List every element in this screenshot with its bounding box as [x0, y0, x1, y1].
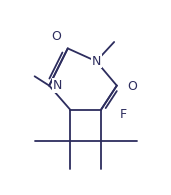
Text: O: O [52, 30, 61, 43]
Text: O: O [127, 80, 137, 93]
Text: N: N [52, 79, 62, 92]
Text: N: N [91, 55, 101, 68]
Text: F: F [120, 108, 127, 121]
